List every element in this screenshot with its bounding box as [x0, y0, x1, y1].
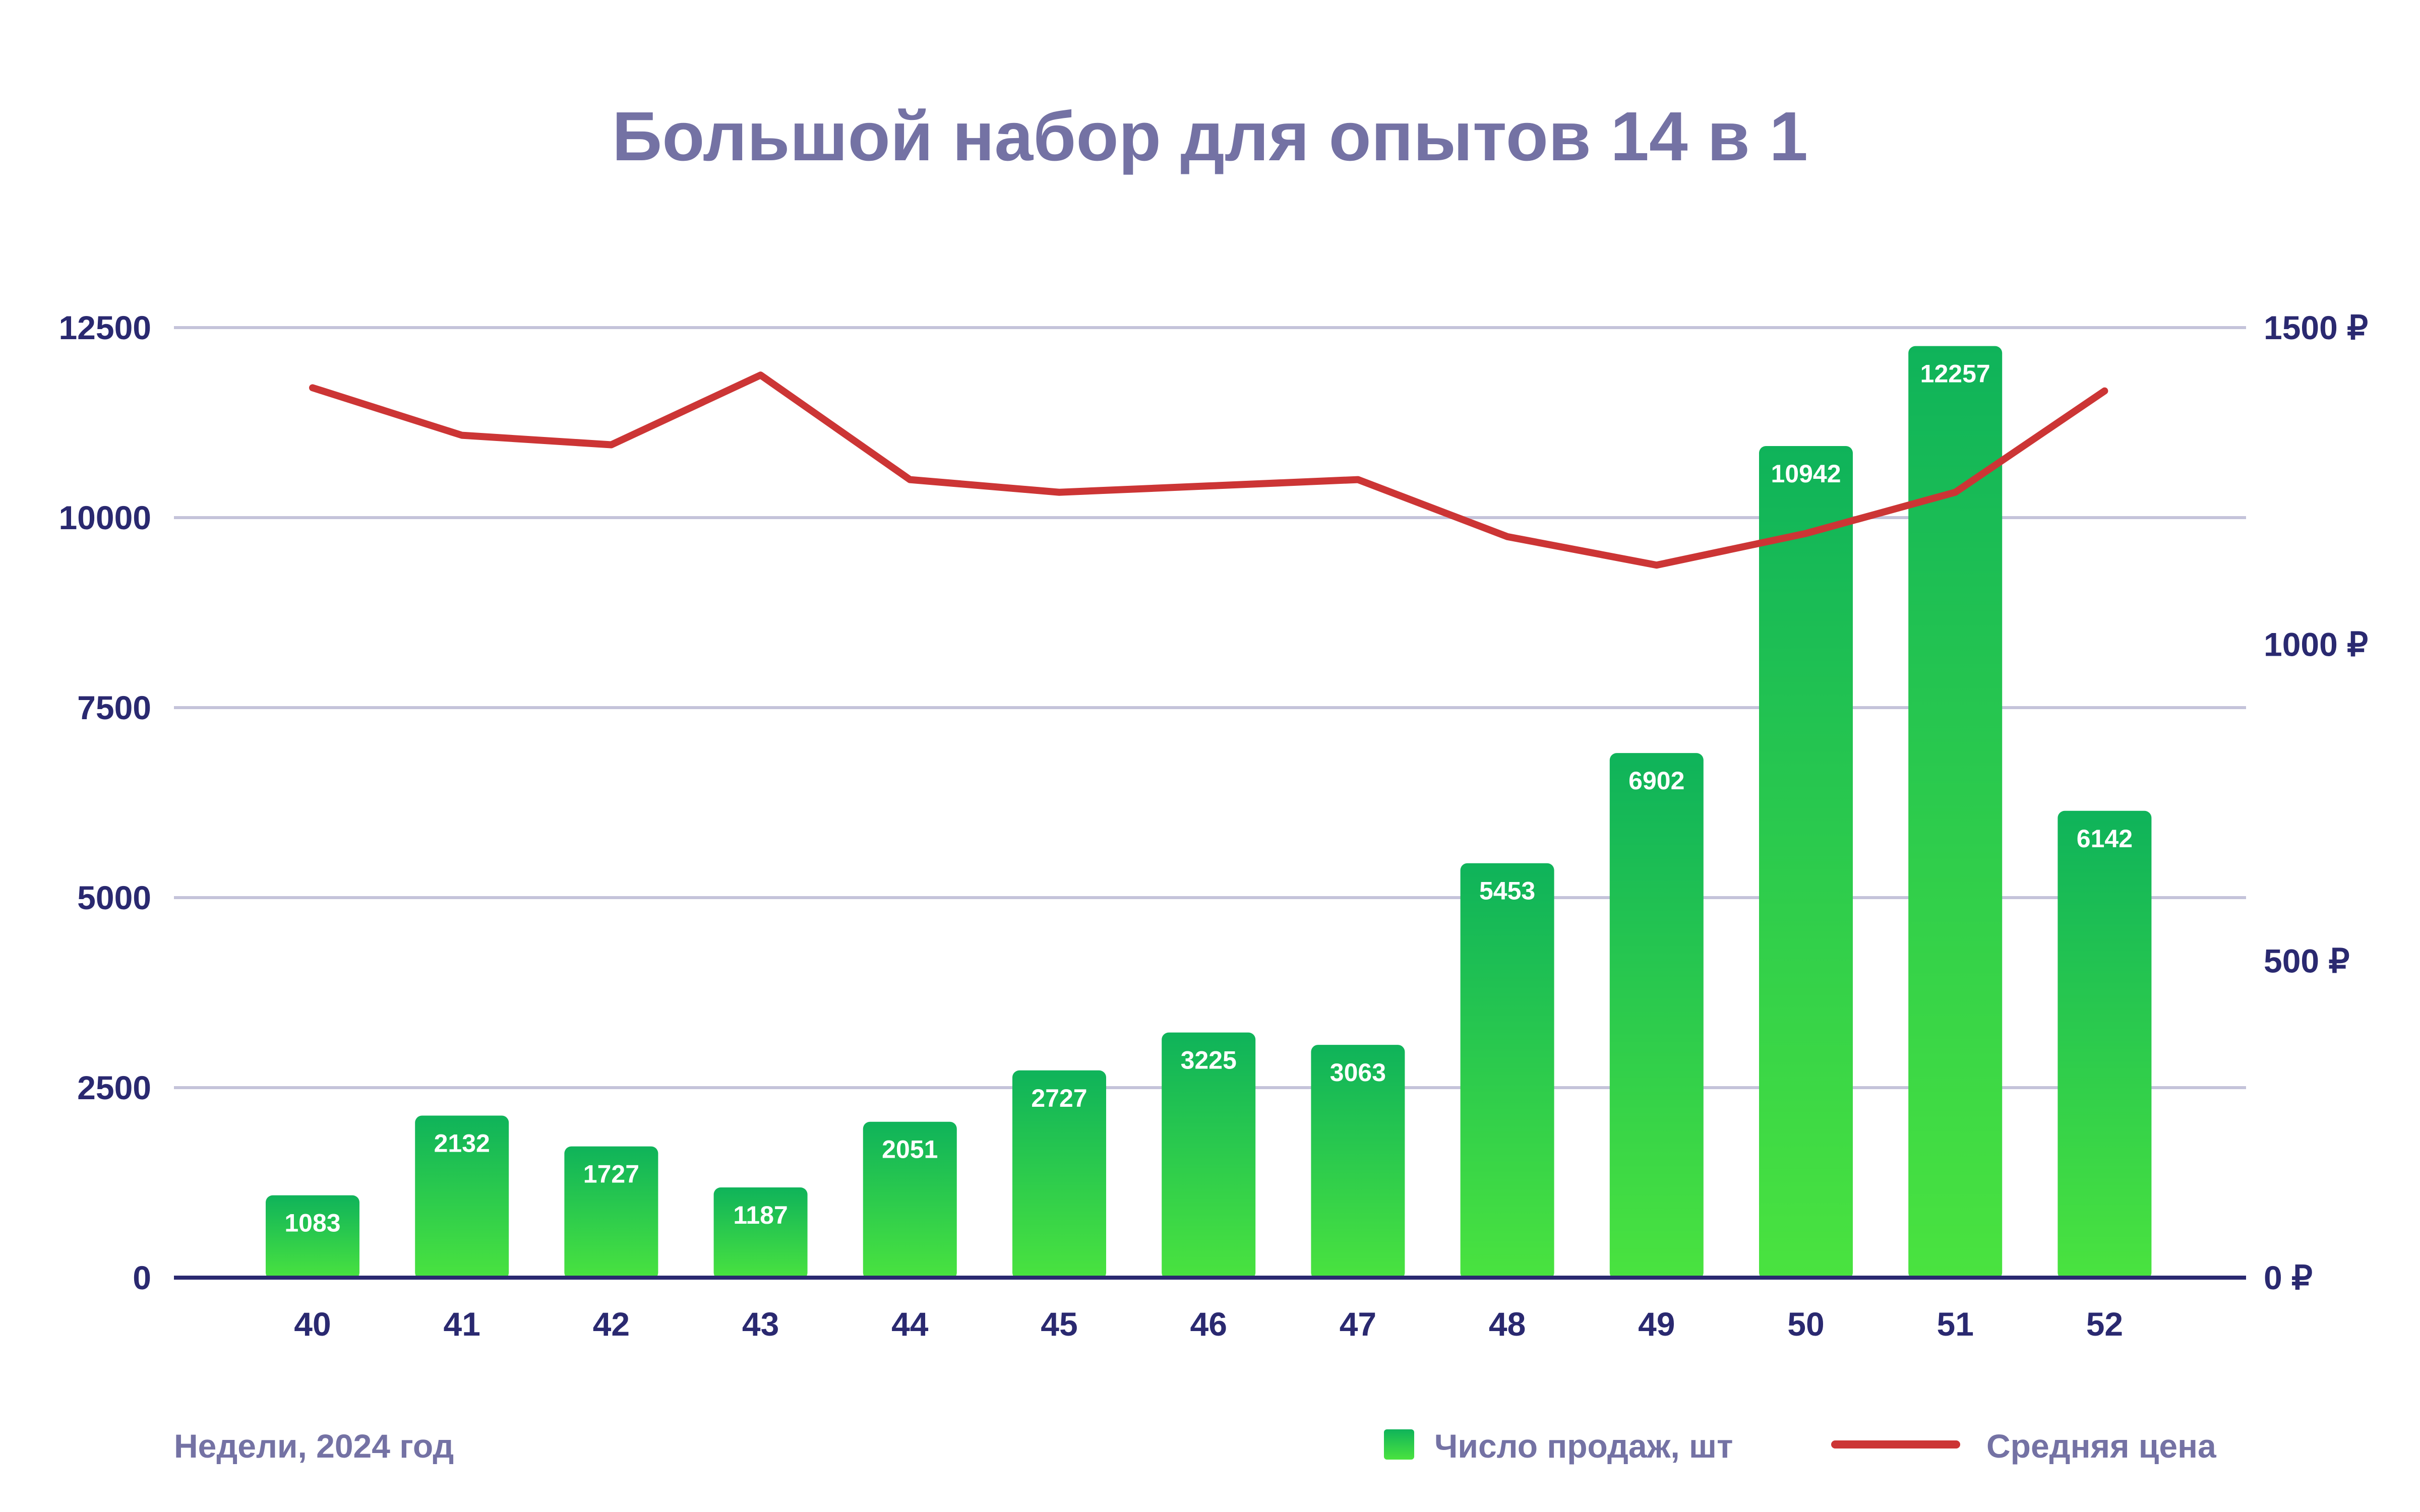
- left-tick-label: 12500: [58, 309, 151, 346]
- bar-value-label: 5453: [1479, 877, 1535, 905]
- bar: [1759, 446, 1853, 1280]
- legend: Число продаж, шт Средняя цена: [1384, 1427, 2217, 1465]
- left-tick-label: 5000: [77, 879, 151, 916]
- bar-value-label: 3225: [1181, 1046, 1237, 1075]
- bars: 1083 2132 1727 1187 2051 2727 3225 3063 5453 6902…: [266, 346, 2152, 1280]
- price-point: [1059, 491, 1060, 493]
- legend-line-label: Средняя цена: [1986, 1427, 2217, 1465]
- price-point: [2104, 390, 2105, 392]
- x-axis-ticks: 40 41 42 43 44 45 46 47 48 49 50 51 52: [294, 1305, 2123, 1343]
- bar-value-label: 3063: [1330, 1058, 1386, 1087]
- price-point: [760, 374, 761, 376]
- price-point: [909, 479, 911, 480]
- x-tick-label: 43: [742, 1305, 779, 1343]
- x-tick-label: 50: [1787, 1305, 1824, 1343]
- price-point: [611, 444, 612, 446]
- x-axis-label: Недели, 2024 год: [174, 1427, 454, 1465]
- bar-value-label: 1187: [733, 1201, 788, 1229]
- bar: [415, 1115, 509, 1280]
- x-tick-label: 44: [891, 1305, 929, 1343]
- right-tick-label: 1500 ₽: [2264, 309, 2368, 346]
- right-tick-label: 500 ₽: [2264, 942, 2349, 980]
- left-tick-label: 0: [133, 1259, 151, 1296]
- x-tick-label: 52: [2086, 1305, 2123, 1343]
- bar: [713, 1187, 808, 1280]
- bar-value-label: 2051: [882, 1136, 938, 1164]
- x-tick-label: 41: [443, 1305, 480, 1343]
- bar-value-label: 1083: [284, 1209, 340, 1237]
- right-tick-label: 1000 ₽: [2264, 625, 2368, 663]
- bar-value-label: 2132: [434, 1129, 490, 1157]
- bar-value-label: 1727: [583, 1160, 639, 1188]
- bar: [266, 1195, 359, 1280]
- x-tick-label: 51: [1937, 1305, 1973, 1343]
- legend-bar-swatch: [1384, 1429, 1414, 1460]
- price-point: [312, 387, 313, 389]
- x-tick-label: 48: [1489, 1305, 1526, 1343]
- bar-value-label: 2727: [1031, 1084, 1087, 1112]
- bar-value-label: 6142: [2077, 825, 2133, 853]
- left-tick-label: 7500: [77, 689, 151, 726]
- price-point: [461, 434, 463, 436]
- legend-bar-label: Число продаж, шт: [1434, 1427, 1733, 1465]
- price-point: [1656, 564, 1657, 566]
- right-tick-label: 0 ₽: [2264, 1259, 2313, 1296]
- bar: [1311, 1045, 1405, 1280]
- x-tick-label: 49: [1638, 1305, 1675, 1343]
- right-axis-ticks: 0 ₽ 500 ₽ 1000 ₽ 1500 ₽: [2264, 309, 2368, 1296]
- left-axis-ticks: 0 2500 5000 7500 10000 12500: [58, 309, 151, 1296]
- bar-value-label: 10942: [1771, 460, 1841, 488]
- bar: [1162, 1032, 1256, 1280]
- x-tick-label: 47: [1340, 1305, 1376, 1343]
- bar: [1908, 346, 2003, 1280]
- price-point: [1805, 533, 1806, 534]
- left-tick-label: 2500: [77, 1069, 151, 1106]
- price-point: [1506, 536, 1508, 537]
- x-tick-label: 40: [294, 1305, 331, 1343]
- bar: [564, 1146, 658, 1280]
- bar-value-label: 6902: [1628, 767, 1684, 795]
- grid-lines: [174, 326, 2246, 1089]
- x-tick-label: 46: [1190, 1305, 1227, 1343]
- bar: [863, 1121, 957, 1280]
- price-line: [309, 371, 2108, 569]
- price-point: [1357, 479, 1359, 480]
- price-point: [1208, 485, 1209, 487]
- price-point: [1955, 491, 1956, 493]
- x-tick-label: 42: [593, 1305, 630, 1343]
- bar: [1012, 1070, 1106, 1280]
- chart-title: Большой набор для опытов 14 в 1: [612, 98, 1808, 175]
- bar: [2058, 810, 2152, 1280]
- bar: [1460, 863, 1554, 1280]
- x-tick-label: 45: [1041, 1305, 1077, 1343]
- left-tick-label: 10000: [58, 499, 151, 536]
- bar: [1609, 753, 1704, 1280]
- bar-value-label: 12257: [1920, 360, 1990, 388]
